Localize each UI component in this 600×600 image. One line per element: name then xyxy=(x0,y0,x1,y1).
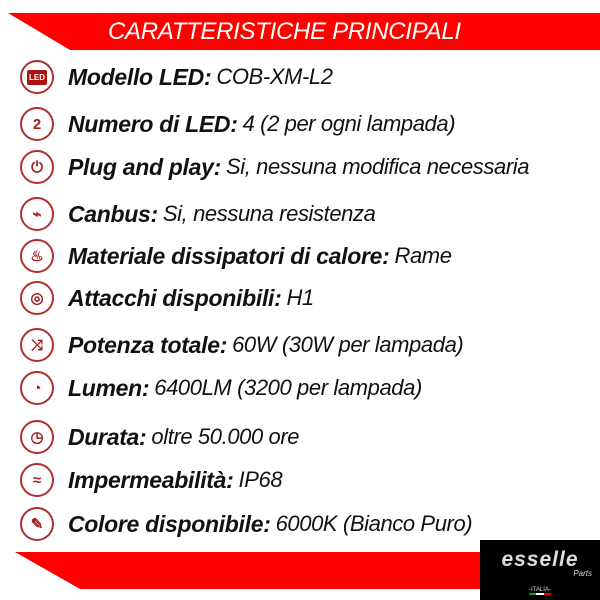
feature-row: ◎ Attacchi disponibili: H1 xyxy=(20,278,314,318)
feature-row: ⏻ Plug and play: Si, nessuna modifica nece… xyxy=(20,147,529,187)
icon-glyph: ⌁ xyxy=(32,206,42,223)
feature-label: Attacchi disponibili: xyxy=(68,284,282,311)
feature-row: ◔ Lumen: 6400LM (3200 per lampada) xyxy=(20,368,422,408)
feature-row: ✎ Colore disponibile: 6000K (Bianco Puro) xyxy=(20,504,473,544)
feature-label: Colore disponibile: xyxy=(68,510,271,537)
feature-value: COB-XM-L2 xyxy=(216,64,333,89)
feature-label: Lumen: xyxy=(68,374,150,401)
feature-label: Materiale dissipatori di calore: xyxy=(68,242,390,269)
icon-glyph: ◷ xyxy=(30,429,44,446)
feature-label: Potenza totale: xyxy=(68,331,228,358)
feature-value: 6400LM (3200 per lampada) xyxy=(154,375,422,400)
gauge-icon: ◔ xyxy=(20,371,54,405)
water-icon: ≈ xyxy=(20,463,54,497)
icon-glyph: ◔ xyxy=(32,379,42,397)
feature-value: Rame xyxy=(394,243,452,268)
resistor-icon: ⌁ xyxy=(20,197,54,231)
logo-sub: Parts xyxy=(573,569,592,578)
led-badge: LED xyxy=(27,69,47,85)
feature-row: LED Modello LED: COB-XM-L2 xyxy=(20,57,333,97)
heat-sink-icon: ♨ xyxy=(20,239,54,273)
brand-logo: esselle Parts -ITALIA- xyxy=(480,540,600,600)
feature-value: H1 xyxy=(286,285,314,310)
icon-glyph: ≈ xyxy=(32,471,42,489)
feature-label: Durata: xyxy=(68,423,147,450)
feature-value: 4 (2 per ogni lampada) xyxy=(242,111,456,136)
shuffle-icon: ⤨ xyxy=(20,328,54,362)
icon-glyph: ⤨ xyxy=(30,336,43,354)
icon-glyph: ⏻ xyxy=(31,158,43,176)
footer-banner xyxy=(15,552,485,589)
logo-country: -ITALIA- xyxy=(529,587,551,595)
feature-row: ⌁ Canbus: Si, nessuna resistenza xyxy=(20,194,376,234)
feature-row: ≈ Impermeabilità: IP68 xyxy=(20,460,283,500)
icon-glyph: 2 xyxy=(32,115,42,133)
icon-glyph: ✎ xyxy=(30,516,44,533)
feature-label: Canbus: xyxy=(68,200,158,227)
feature-value: Si, nessuna resistenza xyxy=(162,201,376,226)
led-icon: LED xyxy=(20,60,54,94)
feature-row: 2 Numero di LED: 4 (2 per ogni lampada) xyxy=(20,104,456,144)
page-title: CARATTERISTICHE PRINCIPALI xyxy=(108,18,461,45)
feature-label: Modello LED: xyxy=(68,63,212,90)
plug-icon: ⏻ xyxy=(20,150,54,184)
clock-icon: ◷ xyxy=(20,420,54,454)
feature-value: oltre 50.000 ore xyxy=(151,424,300,449)
header-banner xyxy=(8,13,600,50)
number-two-icon: 2 xyxy=(20,107,54,141)
brush-icon: ✎ xyxy=(20,507,54,541)
feature-label: Plug and play: xyxy=(68,153,221,180)
feature-value: IP68 xyxy=(238,467,283,492)
feature-value: Si, nessuna modifica necessaria xyxy=(225,154,530,179)
feature-row: ♨ Materiale dissipatori di calore: Rame xyxy=(20,236,452,276)
feature-label: Impermeabilità: xyxy=(68,466,234,493)
feature-row: ⤨ Potenza totale: 60W (30W per lampada) xyxy=(20,325,464,365)
feature-value: 60W (30W per lampada) xyxy=(232,332,464,357)
icon-glyph: ◎ xyxy=(30,290,44,307)
feature-row: ◷ Durata: oltre 50.000 ore xyxy=(20,417,300,457)
feature-value: 6000K (Bianco Puro) xyxy=(275,511,473,536)
icon-glyph: ♨ xyxy=(30,248,44,265)
feature-label: Numero di LED: xyxy=(68,110,238,137)
logo-name: esselle xyxy=(501,548,579,571)
socket-icon: ◎ xyxy=(20,281,54,315)
